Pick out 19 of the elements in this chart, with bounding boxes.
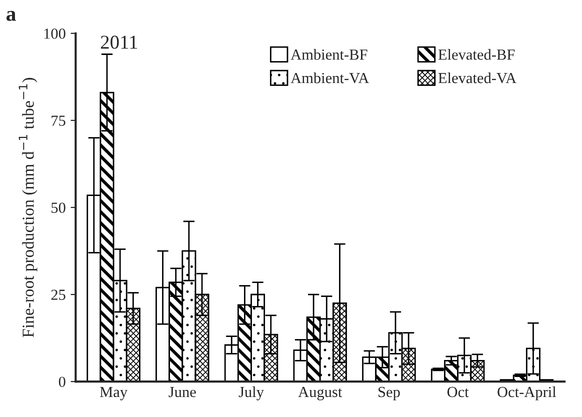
y-axis-title: Fine-root production (mm d$^{−1}$ tube$^{−1}$) <box>18 78 38 338</box>
legend-label: Elevated-VA <box>438 72 516 84</box>
x-tick-label: Sep <box>378 386 400 400</box>
legend-label: Elevated-BF <box>438 49 515 60</box>
x-tick-label: August <box>298 386 342 400</box>
y-tick-label: 25 <box>51 290 66 300</box>
x-tick-label: June <box>168 387 196 398</box>
x-tick-label: July <box>238 386 264 400</box>
x-tick-label: May <box>100 386 128 400</box>
y-tick-label: 0 <box>58 376 66 388</box>
y-tick-label: 75 <box>52 116 66 126</box>
y-tick-label: 100 <box>44 28 66 39</box>
x-tick-label: Oct <box>447 386 469 398</box>
y-tick-label: 50 <box>52 202 66 213</box>
text: a <box>6 10 16 21</box>
annotation: 2011 <box>100 36 138 49</box>
legend-label: Ambient-VA <box>290 72 370 84</box>
legend-label: Ambient-BF <box>290 49 368 60</box>
x-tick-label: Oct-April <box>498 386 556 400</box>
